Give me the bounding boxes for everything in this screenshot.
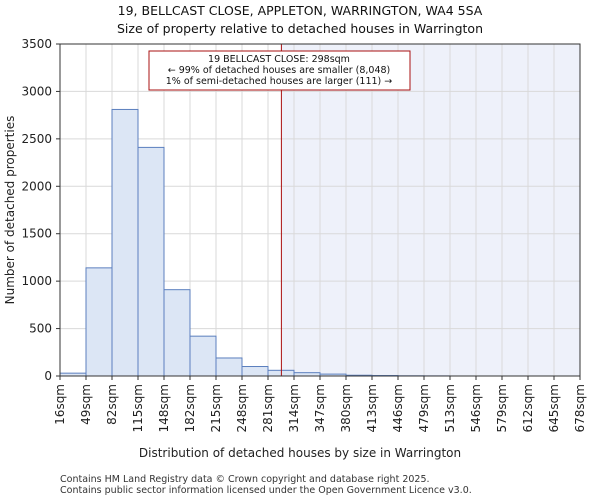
y-tick-label: 1000	[21, 274, 52, 288]
x-tick-label: 182sqm	[183, 384, 197, 432]
x-tick-label: 645sqm	[547, 384, 561, 432]
histogram-bar	[215, 357, 243, 377]
chart-title: 19, BELLCAST CLOSE, APPLETON, WARRINGTON…	[118, 3, 483, 18]
footer-line-1: Contains HM Land Registry data © Crown c…	[60, 474, 430, 485]
x-tick-label: 612sqm	[521, 384, 535, 432]
x-tick-label: 148sqm	[157, 384, 171, 432]
x-tick-label: 347sqm	[313, 384, 327, 432]
histogram-bar	[137, 146, 165, 377]
y-tick-label: 0	[44, 369, 52, 383]
larger-region-shade	[281, 44, 580, 376]
x-tick-label: 579sqm	[495, 384, 509, 432]
x-tick-label: 380sqm	[339, 384, 353, 432]
histogram-bar	[189, 335, 217, 377]
x-tick-label: 215sqm	[209, 384, 223, 432]
x-tick-label: 49sqm	[79, 384, 93, 425]
y-tick-label: 2000	[21, 179, 52, 193]
footer-line-2: Contains public sector information licen…	[60, 485, 472, 496]
y-tick-label: 3500	[21, 37, 52, 51]
x-tick-label: 314sqm	[287, 384, 301, 432]
x-axis-label: Distribution of detached houses by size …	[139, 446, 461, 460]
x-tick-label: 413sqm	[365, 384, 379, 432]
x-tick-label: 546sqm	[469, 384, 483, 432]
x-tick-label: 248sqm	[235, 384, 249, 432]
x-tick-label: 115sqm	[131, 384, 145, 432]
histogram-bar	[163, 289, 191, 377]
y-tick-label: 3000	[21, 84, 52, 98]
annotation-line-2: ← 99% of detached houses are smaller (8,…	[168, 65, 391, 76]
x-tick-label: 678sqm	[573, 384, 587, 432]
x-tick-label: 16sqm	[53, 384, 67, 425]
y-tick-label: 500	[29, 322, 52, 336]
x-tick-label: 82sqm	[105, 384, 119, 425]
annotation-box	[148, 50, 411, 91]
y-tick-label: 2500	[21, 132, 52, 146]
y-tick-label: 1500	[21, 227, 52, 241]
plot-area: 0 500 1000 1500 2000 2500 3000 3500 16sqm 49sqm 82…	[21, 37, 587, 432]
x-tick-label: 513sqm	[443, 384, 457, 432]
annotation-line-3: 1% of semi-detached houses are larger (1…	[166, 76, 393, 87]
x-tick-label: 446sqm	[391, 384, 405, 432]
chart-subtitle: Size of property relative to detached ho…	[117, 21, 483, 36]
x-tick-label: 479sqm	[417, 384, 431, 432]
histogram-bar	[85, 267, 113, 377]
y-axis-label: Number of detached properties	[3, 116, 17, 305]
histogram-bar	[241, 366, 269, 377]
x-tick-label: 281sqm	[261, 384, 275, 432]
histogram-bar	[111, 108, 139, 377]
annotation-line-1: 19 BELLCAST CLOSE: 298sqm	[208, 54, 350, 65]
